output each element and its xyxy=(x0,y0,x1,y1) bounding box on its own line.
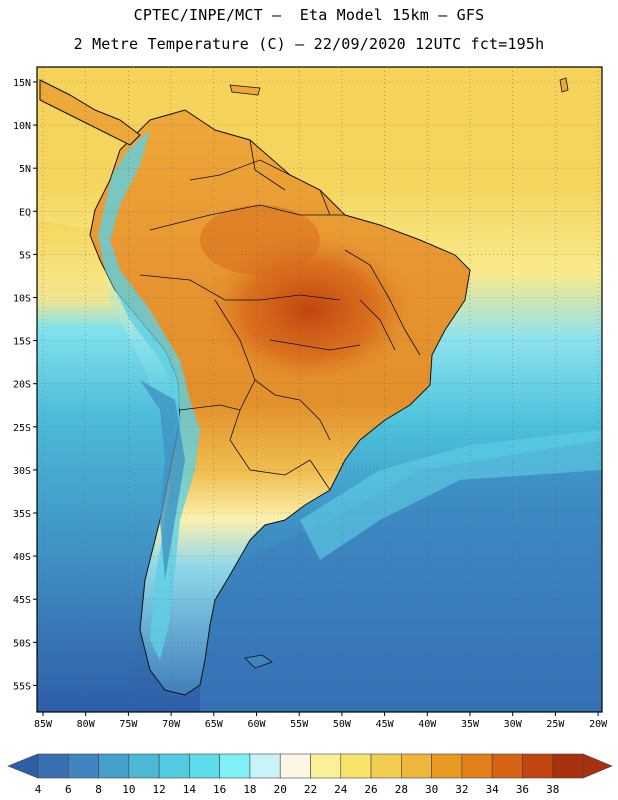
lat-label: EQ xyxy=(19,207,31,218)
colorbar-label: 24 xyxy=(334,783,348,796)
pacific-ocean xyxy=(37,220,165,712)
colorbar-swatch xyxy=(98,753,130,779)
lat-label: 25S xyxy=(13,423,31,434)
colorbar-label: 6 xyxy=(65,783,72,796)
lat-label: 5S xyxy=(19,250,31,261)
lon-label: 60W xyxy=(247,719,266,730)
south-atlantic-cool-band xyxy=(200,440,602,712)
andes-cold-core xyxy=(140,380,185,580)
lat-label: 10N xyxy=(13,121,31,132)
colorbar-label: 30 xyxy=(425,783,438,796)
colorbar-swatch xyxy=(491,753,523,779)
colorbar-swatch xyxy=(461,753,493,779)
colorbar-label: 18 xyxy=(243,783,256,796)
lon-label: 35W xyxy=(461,719,480,730)
lon-label: 20W xyxy=(589,719,608,730)
colorbar-label: 12 xyxy=(152,783,165,796)
lat-label: 15S xyxy=(13,337,31,348)
lat-label: 30S xyxy=(13,466,31,477)
colorbar-label: 10 xyxy=(122,783,135,796)
lon-label: 45W xyxy=(376,719,395,730)
warm-region-amazon xyxy=(200,205,320,275)
lat-label: 40S xyxy=(13,552,31,563)
lon-label: 65W xyxy=(205,719,224,730)
lon-label: 75W xyxy=(119,719,138,730)
colorbar-swatch xyxy=(279,753,311,779)
lon-label: 40W xyxy=(418,719,437,730)
colorbar-label: 28 xyxy=(395,783,408,796)
lat-label: 10S xyxy=(13,294,31,305)
colorbar-swatch xyxy=(310,753,342,779)
colorbar-low-arrow xyxy=(7,753,39,779)
colorbar-swatch xyxy=(189,753,220,779)
lat-label: 20S xyxy=(13,380,31,391)
colorbar-swatch xyxy=(219,753,251,779)
colorbar: 4 6 8 10 12 14 16 18 20 22 24 26 28 30 32 34 36 38 xyxy=(7,753,613,796)
colorbar-label: 34 xyxy=(486,783,500,796)
colorbar-label: 22 xyxy=(304,783,317,796)
colorbar-swatch xyxy=(431,753,463,779)
latitude-labels: 15N 10N 5N EQ 5S 10S 15S 20S 25S 30S 35S 40S 45S 50S 5… xyxy=(13,78,37,692)
colorbar-swatch xyxy=(249,753,281,779)
central-america-land xyxy=(39,79,141,146)
lat-label: 55S xyxy=(13,681,31,692)
lat-label: 15N xyxy=(13,78,31,89)
lat-label: 45S xyxy=(13,595,31,606)
colorbar-label: 8 xyxy=(95,783,102,796)
caribbean-island xyxy=(229,84,261,96)
colorbar-swatch xyxy=(37,753,69,779)
colorbar-high-arrow xyxy=(582,753,613,779)
country-borders xyxy=(139,139,421,491)
colorbar-label: 32 xyxy=(455,783,468,796)
lat-label: 5N xyxy=(19,164,31,175)
lon-label: 80W xyxy=(77,719,96,730)
colorbar-swatch xyxy=(340,753,372,779)
lat-label: 50S xyxy=(13,638,31,649)
lon-label: 85W xyxy=(34,719,53,730)
colorbar-label: 26 xyxy=(364,783,377,796)
longitude-labels: 85W 80W 75W 70W 65W 60W 55W 50W 45W 40W 35W 30W 25W 2… xyxy=(34,712,608,730)
colorbar-label: 20 xyxy=(274,783,287,796)
lat-label: 35S xyxy=(13,509,31,520)
map-frame xyxy=(36,66,603,713)
colorbar-swatch xyxy=(370,753,402,779)
lon-label: 30W xyxy=(504,719,523,730)
colorbar-label: 4 xyxy=(35,783,42,796)
colorbar-swatch xyxy=(67,753,99,779)
colorbar-swatch xyxy=(128,753,160,779)
andes-cool-strip xyxy=(98,130,200,660)
colorbar-label: 14 xyxy=(183,783,197,796)
title-line-2: 2 Metre Temperature (C) – 22/09/2020 12U… xyxy=(73,35,545,53)
colorbar-label: 36 xyxy=(516,783,529,796)
lon-label: 70W xyxy=(162,719,181,730)
subtropical-front-band xyxy=(300,430,602,560)
colorbar-label: 16 xyxy=(213,783,226,796)
colorbar-swatch xyxy=(552,753,584,779)
colorbar-swatch xyxy=(401,753,432,779)
title-line-1: CPTEC/INPE/MCT – Eta Model 15km – GFS xyxy=(133,6,485,24)
lon-label: 55W xyxy=(290,719,309,730)
temperature-map: 15N 10N 5N EQ 5S 10S 15S 20S 25S 30S 35S 40S 45S 50S 5… xyxy=(13,66,608,730)
colorbar-swatch xyxy=(158,753,190,779)
colorbar-label: 38 xyxy=(546,783,559,796)
colorbar-swatch xyxy=(522,753,554,779)
lesser-antilles xyxy=(559,77,569,93)
lon-label: 25W xyxy=(546,719,565,730)
lon-label: 50W xyxy=(333,719,352,730)
